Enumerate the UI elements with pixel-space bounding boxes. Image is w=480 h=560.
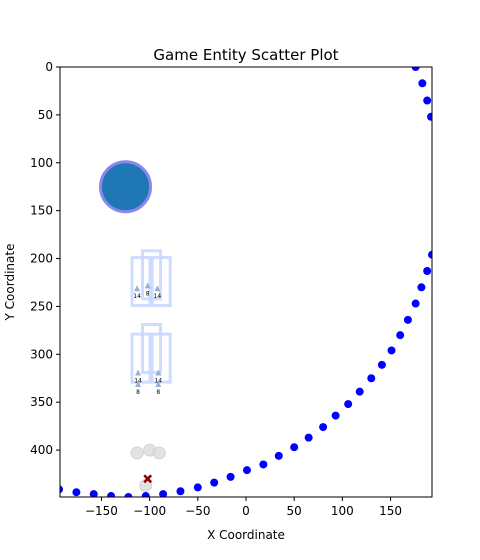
x-tick-label: 0 <box>242 504 250 518</box>
path-point <box>141 492 150 497</box>
path-point <box>423 266 432 275</box>
path-point <box>331 411 340 420</box>
path-point <box>417 283 426 292</box>
path-point <box>210 478 219 487</box>
entity-arrow-label: 8 <box>156 389 160 396</box>
entity-arrow-marker <box>135 380 142 387</box>
path-point <box>387 346 396 355</box>
entity-arrow-label: 14 <box>134 378 142 385</box>
y-tick-label: 400 <box>30 443 53 457</box>
entity-box-marker <box>150 332 172 384</box>
entity-arrow-marker <box>134 285 141 292</box>
chart-title: Game Entity Scatter Plot <box>153 46 338 64</box>
entity-arrow-label: 14 <box>154 293 162 300</box>
path-point <box>159 490 168 497</box>
entity-arrow-label: 14 <box>133 293 141 300</box>
entity-arrow-marker <box>144 282 151 289</box>
path-point <box>304 433 313 442</box>
path-point <box>242 466 251 475</box>
path-point <box>89 490 98 497</box>
path-point <box>344 400 353 409</box>
path-point <box>428 250 432 259</box>
y-tick-label: 300 <box>30 347 53 361</box>
path-point <box>72 488 81 497</box>
path-point <box>367 374 376 383</box>
path-point <box>290 443 299 452</box>
x-tick-label: −150 <box>85 504 118 518</box>
x-tick-label: −100 <box>133 504 166 518</box>
y-tick-label: 150 <box>30 204 53 218</box>
path-point <box>226 472 235 481</box>
entity-blob-marker <box>152 446 166 460</box>
entity-box-marker <box>130 256 152 308</box>
entity-arrow-label: 8 <box>146 290 150 297</box>
axes-frame <box>59 66 433 498</box>
entity-x-marker <box>143 474 153 484</box>
y-tick-label: 0 <box>45 60 53 74</box>
path-point <box>411 67 420 71</box>
path-point <box>259 460 268 469</box>
entity-arrow-marker <box>155 369 162 376</box>
plot-area: 14 8 14 14 8 14 8 <box>60 67 432 497</box>
x-axis: −150 −100 −50 0 50 100 150 <box>85 497 402 518</box>
path-point <box>377 360 386 369</box>
path-point <box>423 96 432 105</box>
y-tick-label: 250 <box>30 299 53 313</box>
entity-arrow-label: 14 <box>154 378 162 385</box>
entity-large-circle <box>99 160 153 214</box>
y-axis-label: Y Coordinate <box>3 244 17 322</box>
path-point <box>193 483 202 492</box>
path-point <box>418 79 427 88</box>
x-axis-label: X Coordinate <box>207 528 285 542</box>
x-tick-label: 150 <box>379 504 402 518</box>
x-tick-label: 100 <box>331 504 354 518</box>
y-axis: 0 50 100 150 200 250 300 350 400 <box>30 60 60 457</box>
y-tick-label: 50 <box>38 108 53 122</box>
y-tick-label: 200 <box>30 252 53 266</box>
path-point <box>403 315 412 324</box>
entity-box-marker <box>130 332 152 384</box>
entity-blob-marker <box>130 446 144 460</box>
entity-arrow-marker <box>135 369 142 376</box>
path-point <box>124 493 133 497</box>
path-point <box>176 487 185 496</box>
path-point <box>274 451 283 460</box>
path-point <box>60 485 64 494</box>
path-point <box>107 492 116 497</box>
entity-arrow-marker <box>154 285 161 292</box>
entity-arrow-label: 8 <box>136 389 140 396</box>
entity-box-marker <box>150 256 172 308</box>
y-tick-label: 350 <box>30 395 53 409</box>
x-tick-label: −50 <box>185 504 210 518</box>
path-point <box>427 112 432 121</box>
entity-arrow-marker <box>155 380 162 387</box>
x-tick-label: 50 <box>287 504 302 518</box>
path-point <box>319 423 328 432</box>
path-point <box>355 387 364 396</box>
y-tick-label: 100 <box>30 156 53 170</box>
path-point <box>411 299 420 308</box>
path-point <box>396 331 405 340</box>
